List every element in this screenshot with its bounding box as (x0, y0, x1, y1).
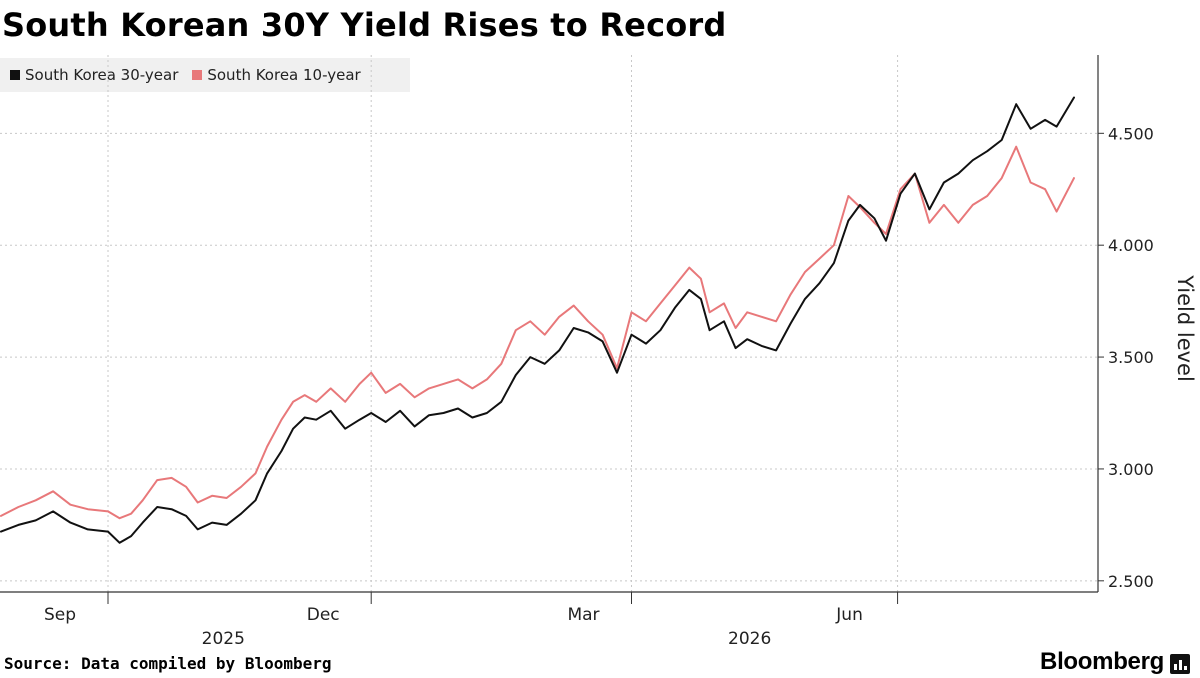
y-tick-label: 3.000 (1108, 460, 1154, 479)
x-month-label: Mar (567, 605, 599, 625)
x-month-label: Dec (307, 605, 340, 625)
legend-swatch-30y (10, 70, 20, 80)
series-line-30y (0, 96, 1075, 544)
y-tick-label: 4.500 (1108, 124, 1154, 143)
chart-title: South Korean 30Y Yield Rises to Record (2, 6, 727, 44)
legend-swatch-10y (192, 70, 203, 80)
x-month-label: Jun (835, 605, 863, 625)
x-year-label: 2025 (202, 629, 245, 649)
source-note: Source: Data compiled by Bloomberg (4, 654, 332, 673)
x-year-label: 2026 (728, 629, 771, 649)
y-tick-label: 4.000 (1108, 236, 1154, 255)
x-month-label: Sep (44, 605, 76, 625)
legend-label-10y: South Korea 10-year (207, 66, 361, 84)
chart-legend: South Korea 30-year South Korea 10-year (0, 58, 410, 92)
gridlines (0, 55, 1098, 592)
series-line-10y (0, 145, 1075, 520)
y-tick-label: 2.500 (1108, 572, 1154, 591)
y-tick-label: 3.500 (1108, 348, 1154, 367)
series-lines (0, 96, 1075, 544)
axis-labels: 2.500 3.000 3.500 4.000 4.500 Sep Dec Mar Jun 202… (44, 124, 1197, 649)
bloomberg-logo-text: Bloomberg (1040, 648, 1164, 675)
legend-item-10y: South Korea 10-year (192, 66, 361, 84)
axes (0, 55, 1104, 604)
legend-label-30y: South Korea 30-year (25, 66, 179, 84)
bloomberg-chart-icon (1170, 654, 1190, 674)
y-axis-title: Yield level (1173, 274, 1197, 382)
legend-item-30y: South Korea 30-year (10, 66, 178, 84)
